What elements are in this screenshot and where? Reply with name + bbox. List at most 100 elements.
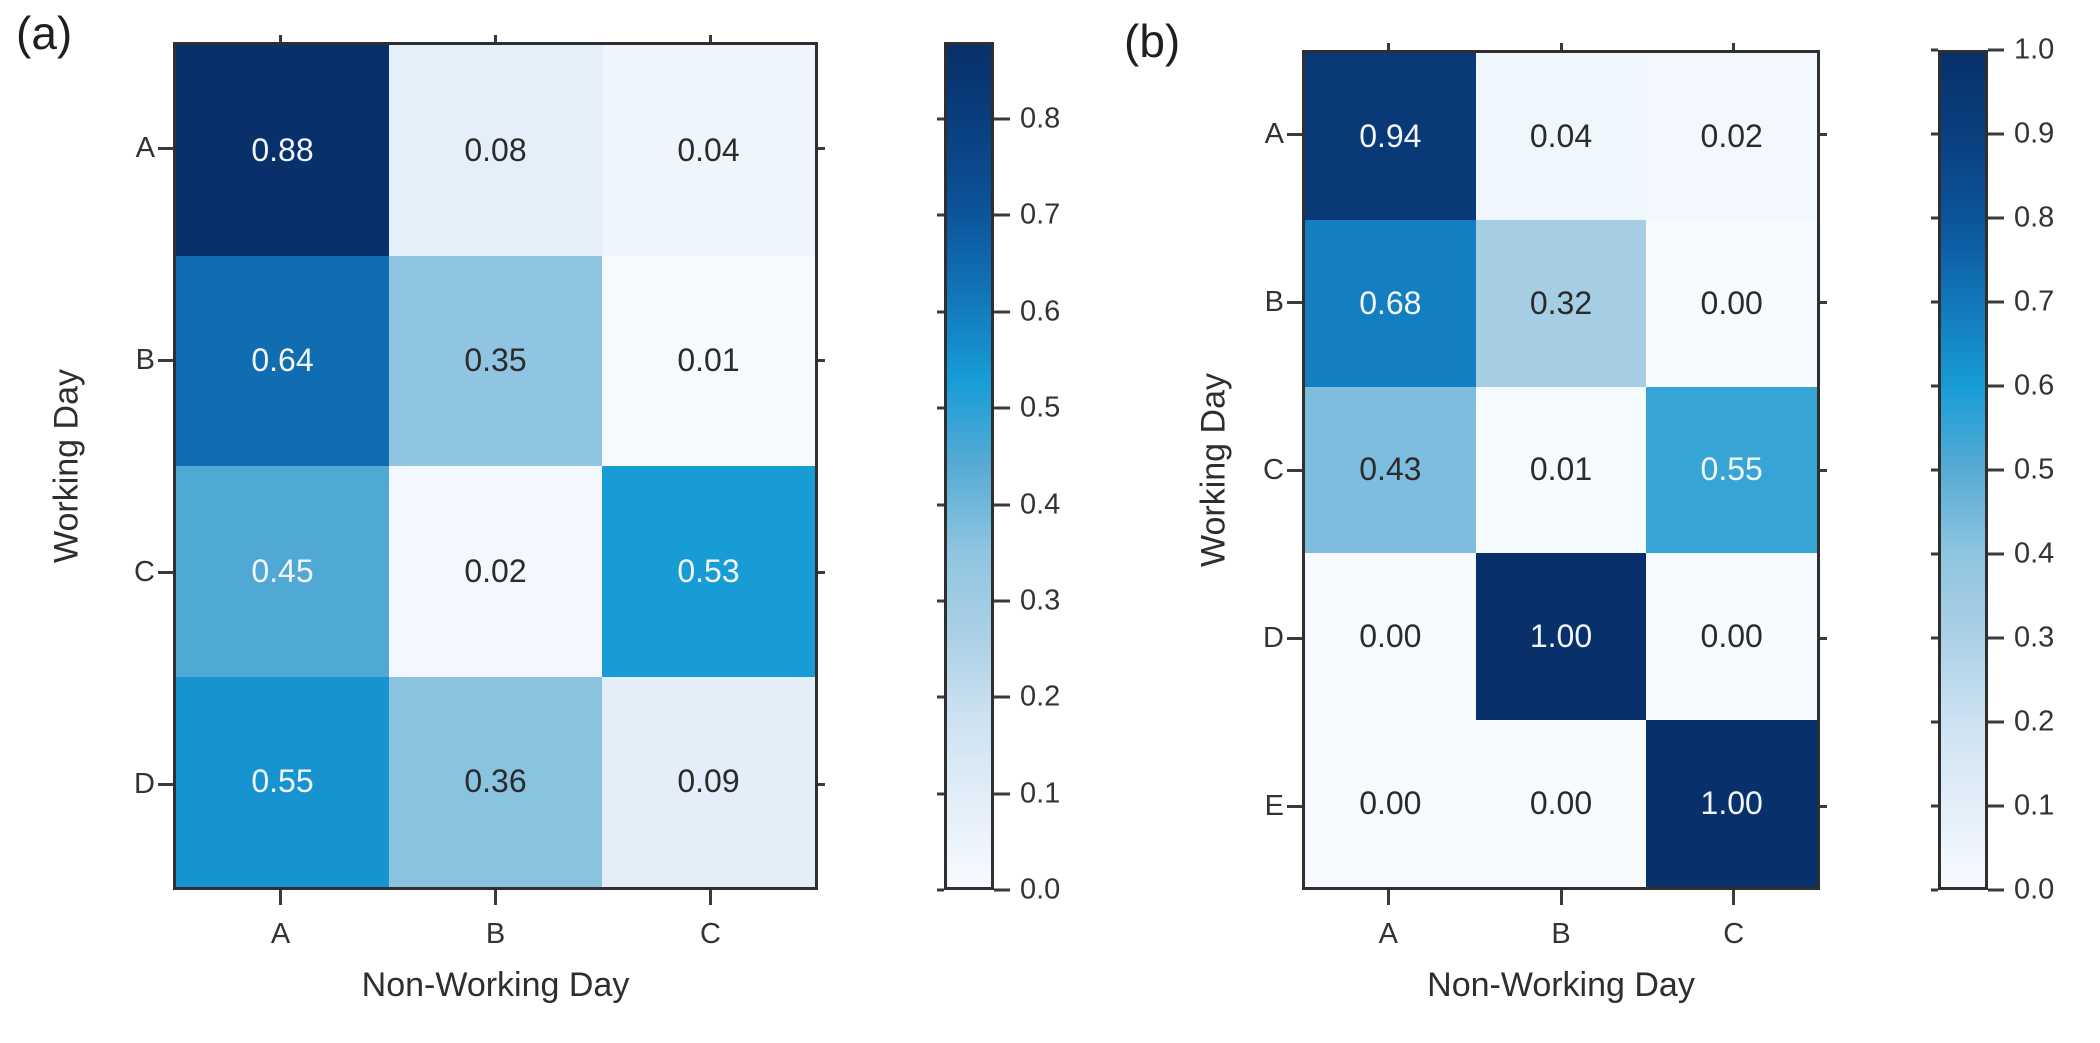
panel-a-y-tick-labels: A B C D: [107, 42, 155, 890]
heatmap-cell: 0.04: [602, 45, 815, 256]
heatmap-cell: 0.02: [389, 466, 602, 677]
x-tick-slot: [1475, 890, 1648, 905]
colorbar-tick-label: 0.1: [2014, 789, 2055, 822]
heatmap-cell: 0.04: [1475, 53, 1647, 220]
colorbar-tick-mark: [1988, 300, 2004, 304]
y-tick-mark-right: [1820, 468, 1827, 472]
colorbar-tick-label: 0.9: [2014, 117, 2055, 150]
x-tick-slot: [1302, 890, 1475, 905]
x-tick-slot: [1647, 890, 1820, 905]
colorbar-tick-mark: [994, 406, 1010, 410]
colorbar-tick-mark-left: [1931, 552, 1938, 556]
y-tick-label: A: [1264, 117, 1284, 150]
y-tick-mark: [158, 146, 173, 150]
colorbar-tick-label: 0.6: [1020, 295, 1061, 328]
colorbar-tick-mark-left: [937, 503, 944, 507]
colorbar-tick-label: 0.3: [1020, 584, 1061, 617]
colorbar-tick-mark: [994, 695, 1010, 699]
x-tick-mark-top: [1732, 43, 1736, 50]
colorbar-tick-mark: [994, 213, 1010, 217]
y-tick-slot-right: [818, 254, 825, 466]
x-tick-slot-top: [1302, 43, 1475, 50]
colorbar-tick-mark: [994, 888, 1010, 892]
y-tick-mark: [1287, 636, 1302, 640]
x-tick-mark-top: [1386, 43, 1390, 50]
y-tick-slot: [158, 254, 173, 466]
y-tick-slot: [158, 678, 173, 890]
heatmap-cell: 0.45: [176, 466, 389, 677]
y-tick-slot-right: [818, 42, 825, 254]
panel-b-colorbar-ticks: [1988, 48, 2004, 892]
panel-b-x-ticks: [1302, 890, 1820, 905]
heatmap-cell: 0.00: [1305, 553, 1476, 721]
y-tick-slot-right: [1820, 554, 1827, 722]
colorbar-tick-mark-left: [1931, 384, 1938, 388]
y-tick-mark: [1287, 300, 1302, 304]
panel-a-colorbar-labels: 0.8 0.7 0.6 0.5 0.4 0.3 0.2 0.1 0.0: [1020, 42, 1120, 906]
colorbar-tick-label: 0.5: [2014, 453, 2055, 486]
x-tick-mark: [494, 890, 497, 905]
heatmap-cell: 0.55: [176, 676, 389, 887]
colorbar-tick-mark-left: [1931, 888, 1938, 892]
panel-a-x-tick-labels: A B C: [173, 918, 818, 951]
colorbar-tick-mark: [1988, 384, 2004, 388]
colorbar-tick-mark: [1988, 468, 2004, 472]
panel-b-y-tick-labels: A B C D E: [1236, 50, 1284, 890]
panel-b-colorbar: [1938, 50, 1988, 890]
heatmap-cell: 0.09: [602, 676, 815, 887]
colorbar-tick-mark: [994, 503, 1010, 507]
panel-b-colorbar-labels: 1.0 0.9 0.8 0.7 0.6 0.5 0.4 0.3 0.2 0.1 0.0: [2014, 34, 2100, 906]
x-tick-mark-top: [494, 35, 497, 42]
x-tick-label: A: [1378, 918, 1398, 950]
colorbar-tick-mark-left: [1931, 804, 1938, 808]
y-tick-mark-right: [1820, 636, 1827, 640]
colorbar-tick-mark-left: [937, 888, 944, 892]
panel-a-colorbar-ticks-left: [937, 42, 944, 892]
heatmap-cell: 0.00: [1646, 553, 1817, 721]
panel-a-y-ticks: [158, 42, 173, 890]
heatmap-cell: 0.00: [1305, 720, 1476, 887]
colorbar-tick-mark-left: [1931, 216, 1938, 220]
y-tick-mark-right: [1820, 132, 1827, 136]
colorbar-tick-mark: [994, 792, 1010, 796]
y-tick-slot-right: [1820, 50, 1827, 218]
heatmap-cell: 0.08: [389, 45, 602, 256]
heatmap-cell: 0.35: [389, 255, 602, 466]
y-tick-mark-right: [818, 358, 825, 362]
x-tick-label: B: [485, 918, 506, 950]
colorbar-tick-label: 0.5: [1020, 391, 1061, 424]
colorbar-tick-label: 0.2: [2014, 705, 2055, 738]
y-tick-mark: [1287, 804, 1302, 808]
colorbar-tick-mark: [1988, 132, 2004, 136]
y-tick-label: D: [134, 767, 155, 800]
colorbar-tick-label: 0.3: [2014, 621, 2055, 654]
heatmap-cell: 0.68: [1305, 219, 1476, 387]
y-tick-slot: [158, 466, 173, 678]
panel-a-tag: (a): [16, 7, 73, 59]
heatmap-cell: 0.01: [602, 255, 815, 466]
heatmap-cell: 0.01: [1475, 386, 1647, 554]
colorbar-tick-mark-left: [937, 599, 944, 603]
colorbar-tick-mark-left: [1931, 468, 1938, 472]
x-tick-slot-top: [1475, 43, 1648, 50]
colorbar-tick-mark: [1988, 552, 2004, 556]
panel-b-y-axis-title: Working Day: [1194, 373, 1233, 567]
panel-b-y-ticks-right: [1820, 50, 1827, 890]
y-tick-slot: [1287, 554, 1302, 722]
colorbar-tick-label: 0.0: [1020, 873, 1061, 906]
y-tick-slot: [1287, 722, 1302, 890]
colorbar-tick-mark-left: [1931, 636, 1938, 640]
y-tick-mark-right: [818, 570, 825, 574]
x-tick-label: B: [1551, 918, 1571, 950]
colorbar-tick-mark-left: [937, 117, 944, 121]
x-tick-mark-top: [279, 35, 282, 42]
panel-a-heatmap: 0.88 0.08 0.04 0.64 0.35 0.01 0.45 0.02 0.53 0.55…: [173, 42, 818, 890]
colorbar-tick-label: 0.2: [1020, 680, 1061, 713]
colorbar-tick-mark: [994, 310, 1010, 314]
y-tick-slot-right: [818, 678, 825, 890]
colorbar-tick-mark: [1988, 48, 2004, 52]
colorbar-tick-mark-left: [937, 310, 944, 314]
x-tick-label: C: [700, 918, 721, 950]
y-tick-slot: [158, 42, 173, 254]
